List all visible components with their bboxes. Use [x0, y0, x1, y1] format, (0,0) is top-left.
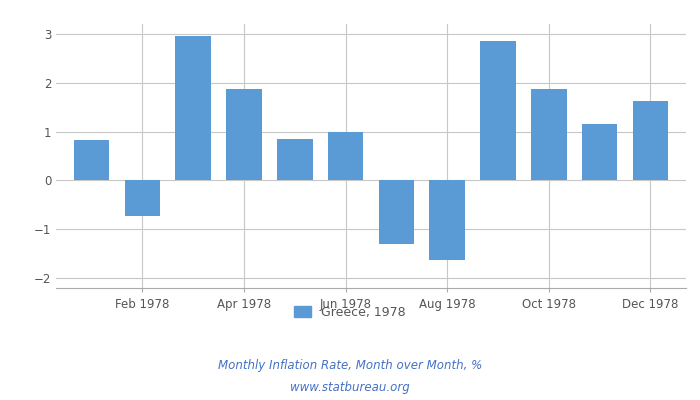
- Bar: [480, 41, 516, 180]
- Bar: [74, 140, 109, 180]
- Text: www.statbureau.org: www.statbureau.org: [290, 382, 410, 394]
- Bar: [277, 139, 313, 180]
- Bar: [176, 36, 211, 180]
- Bar: [582, 124, 617, 180]
- Bar: [429, 180, 465, 260]
- Legend: Greece, 1978: Greece, 1978: [289, 301, 411, 324]
- Bar: [379, 180, 414, 244]
- Bar: [531, 89, 566, 180]
- Bar: [328, 132, 363, 180]
- Bar: [633, 101, 668, 180]
- Bar: [226, 89, 262, 180]
- Bar: [125, 180, 160, 216]
- Text: Monthly Inflation Rate, Month over Month, %: Monthly Inflation Rate, Month over Month…: [218, 360, 482, 372]
